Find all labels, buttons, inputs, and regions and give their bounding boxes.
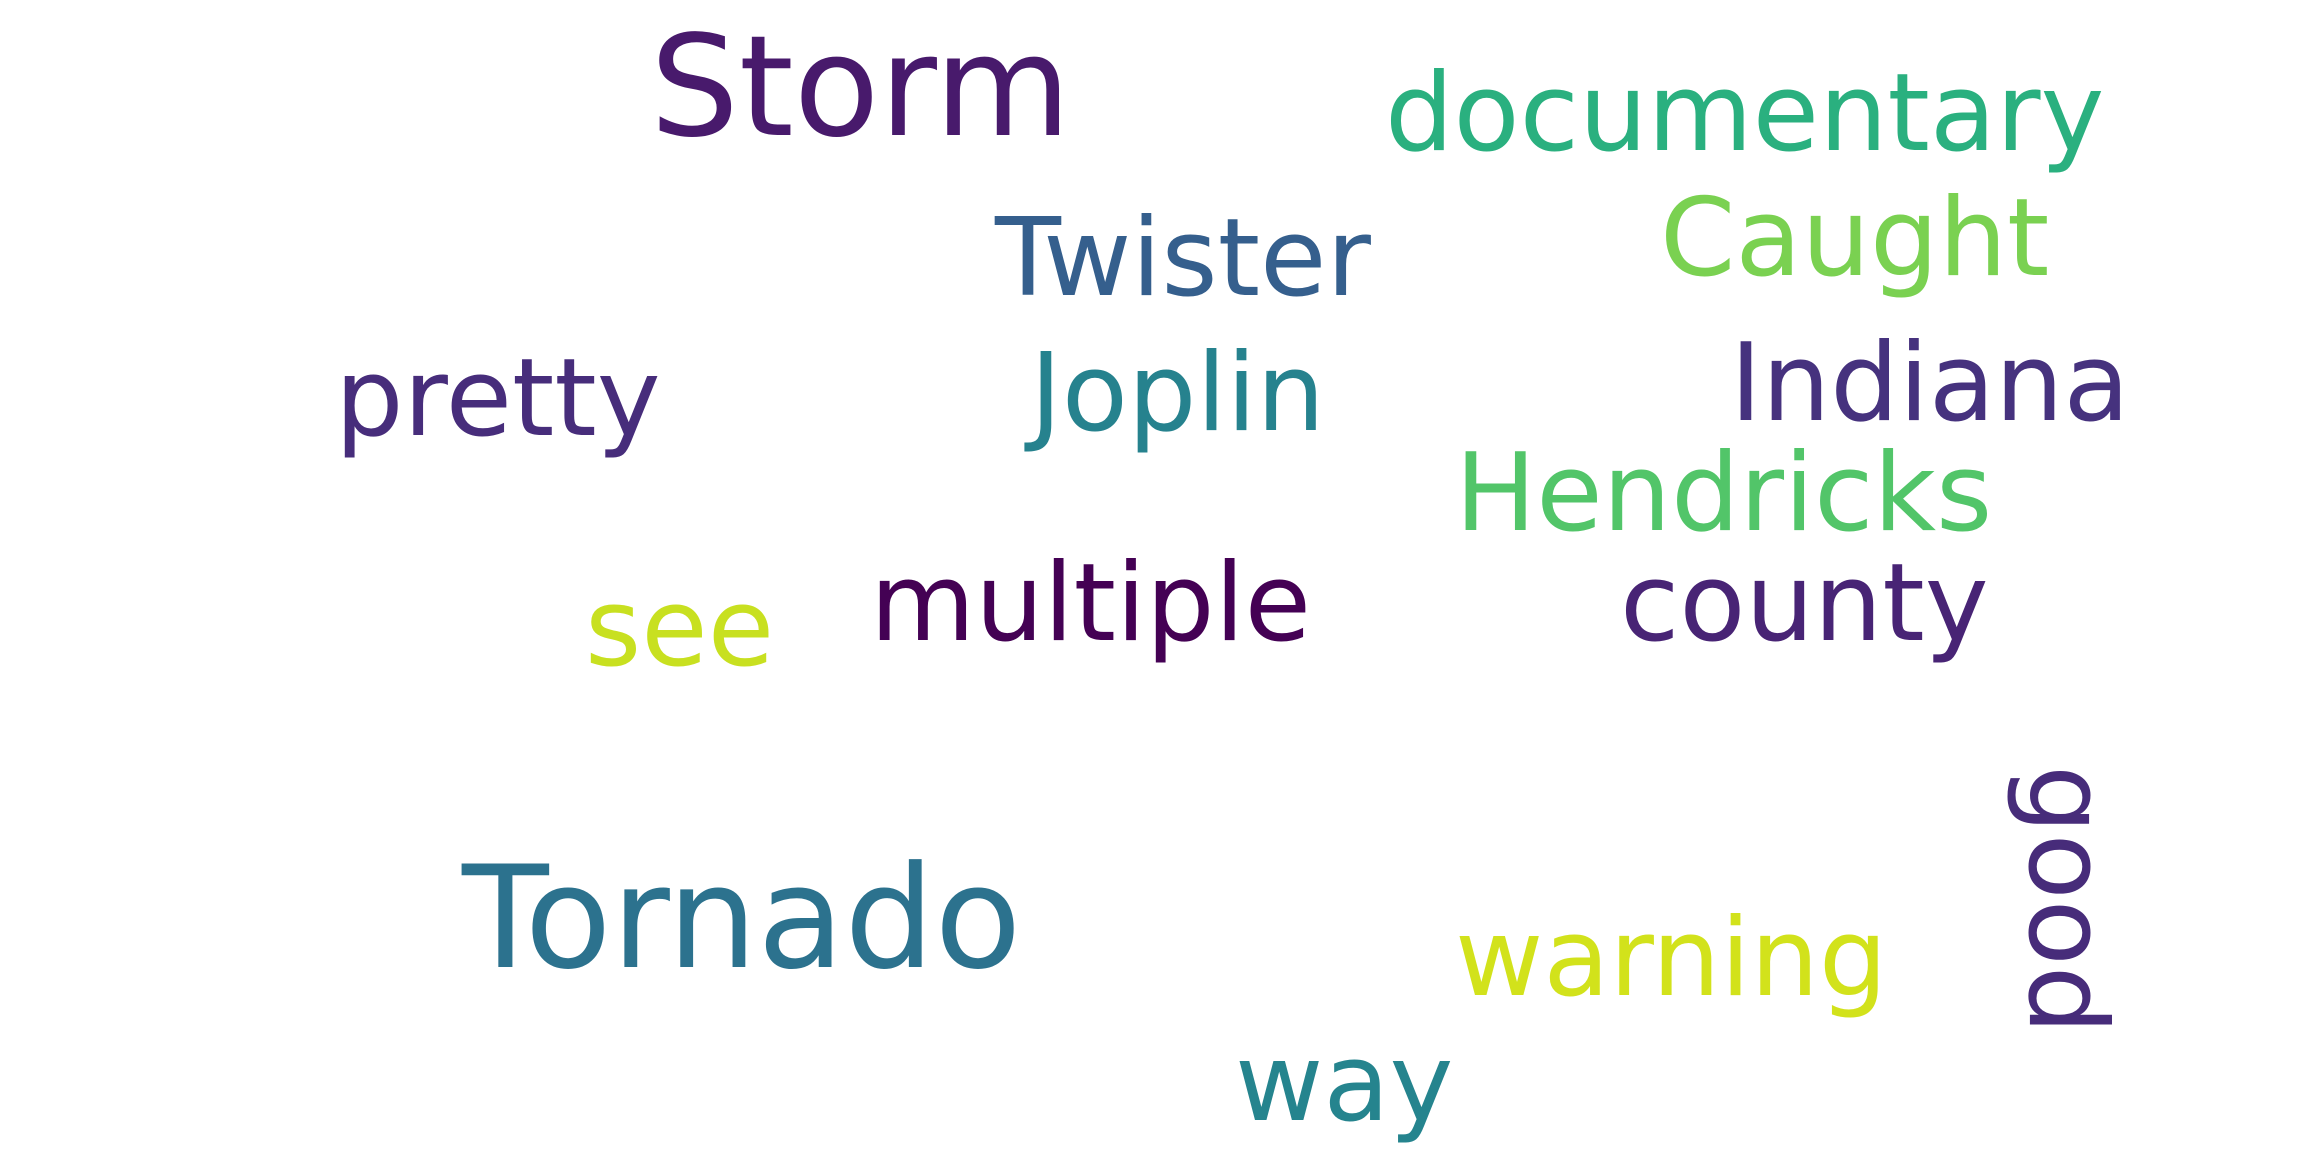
word-storm: Storm bbox=[650, 6, 1071, 169]
word-good: good bbox=[2004, 765, 2129, 1035]
word-hendricks: Hendricks bbox=[1455, 431, 1993, 556]
word-pretty: pretty bbox=[335, 336, 661, 461]
word-indiana: Indiana bbox=[1730, 321, 2130, 446]
word-documentary: documentary bbox=[1385, 51, 2105, 176]
word-county: county bbox=[1620, 541, 1989, 666]
word-twister: Twister bbox=[995, 196, 1371, 321]
word-tornado: Tornado bbox=[462, 836, 1022, 1001]
word-joplin: Joplin bbox=[1030, 331, 1325, 456]
word-multiple: multiple bbox=[870, 541, 1312, 666]
word-way: way bbox=[1235, 1021, 1454, 1146]
word-see: see bbox=[585, 566, 775, 691]
word-warning: warning bbox=[1455, 896, 1888, 1021]
word-caught: Caught bbox=[1660, 176, 2050, 301]
